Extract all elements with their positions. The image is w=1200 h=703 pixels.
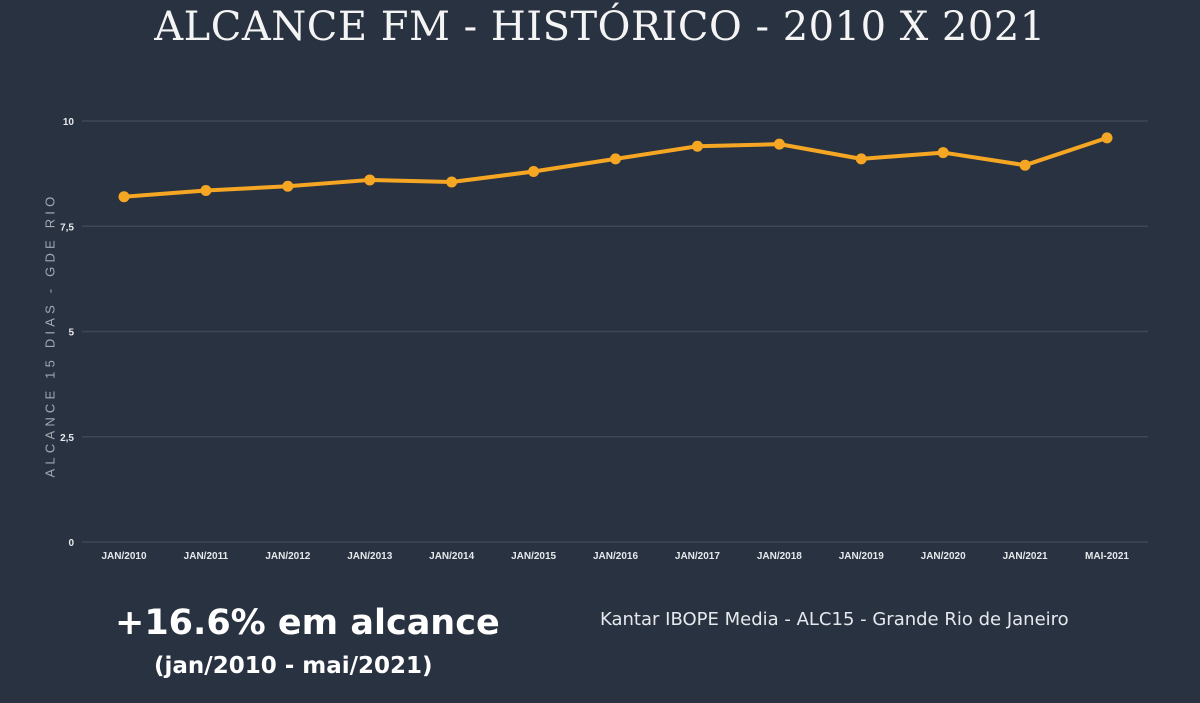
y-axis-ticks: 0 2,5 5 7,5 10 xyxy=(60,117,74,549)
data-point xyxy=(1101,132,1113,144)
data-point xyxy=(773,138,785,150)
data-point xyxy=(937,147,949,159)
x-tick-label: JAN/2012 xyxy=(265,551,310,562)
series-line-group xyxy=(122,135,1109,199)
y-tick-label: 7,5 xyxy=(60,222,74,233)
y-axis-label: ALCANCE 15 DIAS - GDE RIO xyxy=(42,192,58,478)
x-axis-ticks: JAN/2010 JAN/2011 JAN/2012 JAN/2013 JAN/2014… xyxy=(101,551,1129,562)
data-point xyxy=(282,180,294,192)
line-chart: 02,557,510 JAN/2010 JAN/2011 JAN/2012 JAN/2… xyxy=(60,117,1148,562)
x-tick-label: JAN/2017 xyxy=(675,551,720,562)
x-tick-label: JAN/2018 xyxy=(757,551,802,562)
y-tick-label: 10 xyxy=(63,117,75,128)
data-point xyxy=(610,153,621,165)
y-tick-label: 2,5 xyxy=(60,433,74,444)
x-tick-label: JAN/2019 xyxy=(839,551,884,562)
x-tick-label: JAN/2021 xyxy=(1003,551,1048,562)
x-tick-label: JAN/2015 xyxy=(511,551,556,562)
data-point xyxy=(855,153,867,165)
data-point xyxy=(364,174,376,186)
gridlines xyxy=(82,120,1148,543)
y-tick-label: 5 xyxy=(68,328,74,339)
x-tick-label: JAN/2016 xyxy=(593,551,638,562)
growth-headline: +16.6% em alcance xyxy=(115,603,500,643)
data-point xyxy=(200,184,212,196)
x-tick-label: JAN/2010 xyxy=(101,551,146,562)
x-tick-label: JAN/2020 xyxy=(921,551,966,562)
data-point xyxy=(528,166,540,178)
data-point xyxy=(118,191,130,203)
data-point xyxy=(446,176,458,188)
data-point xyxy=(691,140,703,152)
chart-title: ALCANCE FM - HISTÓRICO - 2010 X 2021 xyxy=(154,4,1046,50)
x-tick-label: JAN/2014 xyxy=(429,551,474,562)
data-points xyxy=(118,132,1113,203)
y-tick-label: 0 xyxy=(68,538,74,549)
series-line xyxy=(122,135,1109,199)
period-subheadline: (jan/2010 - mai/2021) xyxy=(154,653,433,679)
x-tick-label: MAI-2021 xyxy=(1085,551,1129,562)
data-source: Kantar IBOPE Media - ALC15 - Grande Rio … xyxy=(600,609,1069,630)
x-tick-label: JAN/2013 xyxy=(347,551,392,562)
data-point xyxy=(1019,159,1031,171)
x-tick-label: JAN/2011 xyxy=(184,551,229,562)
